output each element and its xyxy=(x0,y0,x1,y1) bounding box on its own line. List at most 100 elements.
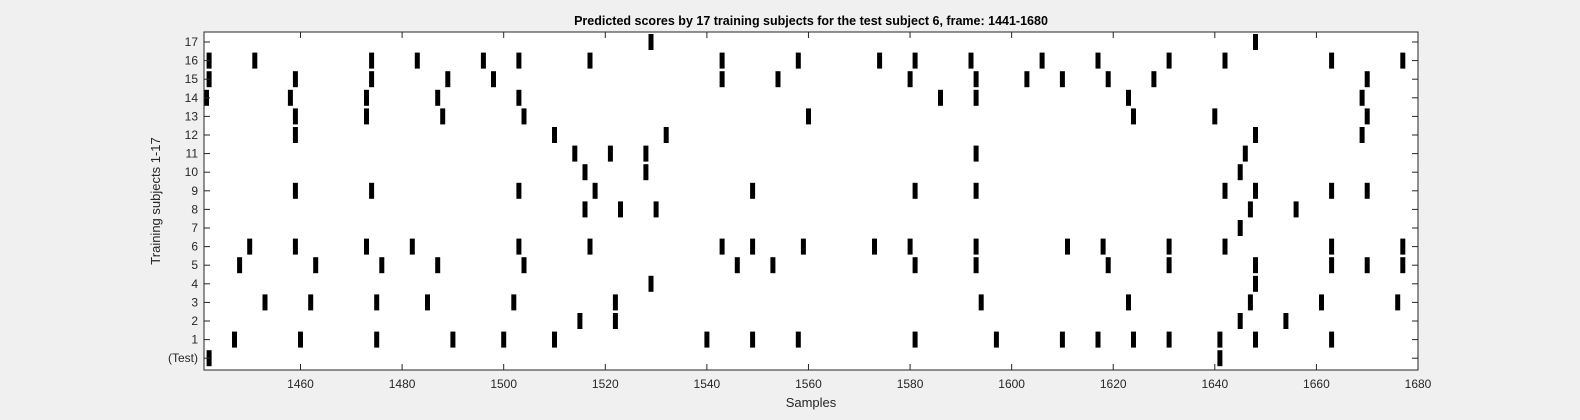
data-mark-row-1-11 xyxy=(1059,331,1065,348)
y-tick-label-11: 11 xyxy=(186,147,199,161)
data-mark-row-5-4 xyxy=(521,257,527,274)
data-mark-row-11-4 xyxy=(1242,145,1248,162)
data-mark-row-1-7 xyxy=(750,331,756,348)
data-mark-row-8-1 xyxy=(618,201,623,218)
plot-border xyxy=(203,31,1419,371)
data-mark-row-8-2 xyxy=(653,201,659,218)
data-mark-row-6-14 xyxy=(1166,238,1172,255)
data-mark-row-5-11 xyxy=(1253,257,1258,274)
data-mark-row-1-5 xyxy=(552,331,557,348)
data-mark-row-12-1 xyxy=(552,127,557,143)
data-mark-row-13-4 xyxy=(806,108,811,125)
y-tick-label-13: 13 xyxy=(185,109,199,123)
data-mark-row-13-0 xyxy=(292,108,298,125)
data-mark-row-15-3 xyxy=(445,71,451,88)
x-tick-label-11: 1680 xyxy=(1405,377,1432,391)
data-mark-row-14-5 xyxy=(938,89,943,106)
data-mark-row-14-3 xyxy=(435,89,441,106)
data-mark-row-3-6 xyxy=(978,294,984,311)
data-mark-row-3-3 xyxy=(425,294,430,311)
data-mark-row-13-7 xyxy=(1364,108,1370,125)
data-mark-row-3-7 xyxy=(1126,294,1131,311)
data-mark-row-13-5 xyxy=(1131,108,1136,125)
data-mark-row-16-2 xyxy=(369,52,375,69)
x-tick-label-1: 1480 xyxy=(389,377,416,391)
y-axis-title: Training subjects 1-17 xyxy=(148,137,163,264)
data-mark-row-14-1 xyxy=(287,89,293,106)
x-tick-label-0: 1460 xyxy=(287,377,314,391)
data-mark-row-15-8 xyxy=(973,71,979,88)
data-mark-row-4-1 xyxy=(1253,275,1258,292)
data-mark-row-14-4 xyxy=(516,89,522,106)
data-mark-row-2-2 xyxy=(1237,313,1243,329)
data-mark-row-5-12 xyxy=(1329,257,1335,274)
data-mark-row-1-3 xyxy=(450,331,456,348)
data-mark-row-8-4 xyxy=(1293,201,1299,218)
data-mark-row-10-2 xyxy=(1237,164,1243,181)
data-mark-row-8-0 xyxy=(582,201,588,218)
data-mark-row-13-3 xyxy=(521,108,527,125)
x-tick-label-6: 1580 xyxy=(897,377,924,391)
data-mark-row-13-6 xyxy=(1212,108,1218,125)
data-mark-row-10-1 xyxy=(643,164,649,181)
y-tick-label-5: 5 xyxy=(191,258,198,272)
y-tick-label-10: 10 xyxy=(185,165,199,179)
data-mark-row-2-0 xyxy=(577,313,583,329)
data-mark-row-1-0 xyxy=(232,331,237,348)
data-mark-row-1-10 xyxy=(993,331,999,348)
data-mark-row-5-1 xyxy=(313,257,319,274)
y-tick-label-0: (Test) xyxy=(168,351,198,365)
data-mark-row-16-16 xyxy=(1329,52,1335,69)
data-mark-row-5-9 xyxy=(1105,257,1111,274)
data-mark-row-3-8 xyxy=(1247,294,1253,311)
y-tick-label-3: 3 xyxy=(191,295,198,309)
data-mark-row-15-6 xyxy=(775,71,781,88)
y-tick-label-4: 4 xyxy=(191,277,198,291)
data-mark-row-6-12 xyxy=(1065,238,1070,255)
data-mark-row-14-7 xyxy=(1126,89,1131,106)
data-mark-row-9-4 xyxy=(750,182,756,199)
data-mark-row-16-14 xyxy=(1166,52,1172,69)
data-mark-row-9-2 xyxy=(516,182,522,199)
data-mark-row-15-2 xyxy=(369,71,375,88)
y-tick-label-15: 15 xyxy=(185,72,199,86)
data-mark-row-1-8 xyxy=(795,331,801,348)
data-mark-row-16-1 xyxy=(252,52,258,69)
x-tick-label-7: 1600 xyxy=(998,377,1025,391)
data-mark-row-15-4 xyxy=(491,71,496,88)
data-mark-row-6-8 xyxy=(800,238,806,255)
data-mark-row-5-2 xyxy=(379,257,385,274)
data-mark-row-15-1 xyxy=(292,71,298,88)
y-tick-label-1: 1 xyxy=(191,333,198,347)
data-mark-row-6-16 xyxy=(1329,238,1335,255)
data-mark-row-12-0 xyxy=(292,127,298,143)
data-mark-row-5-13 xyxy=(1364,257,1370,274)
data-mark-row-9-10 xyxy=(1364,182,1370,199)
data-mark-row-9-1 xyxy=(369,182,375,199)
data-mark-row-1-17 xyxy=(1329,331,1335,348)
data-mark-row-3-10 xyxy=(1395,294,1401,311)
y-tick-label-14: 14 xyxy=(185,91,199,105)
data-mark-row-16-3 xyxy=(414,52,420,69)
data-mark-row-6-3 xyxy=(409,238,415,255)
data-mark-row-3-4 xyxy=(511,294,517,311)
data-mark-row-0-1 xyxy=(1217,350,1223,367)
x-tick-label-8: 1620 xyxy=(1100,377,1127,391)
data-mark-row-3-0 xyxy=(262,294,268,311)
y-tick-label-2: 2 xyxy=(191,314,198,328)
chart-title: Predicted scores by 17 training subjects… xyxy=(574,14,1048,28)
data-mark-row-9-9 xyxy=(1329,182,1335,199)
data-mark-row-1-1 xyxy=(298,331,303,348)
data-mark-row-10-0 xyxy=(582,164,588,181)
data-mark-row-13-1 xyxy=(364,108,369,125)
data-mark-row-16-10 xyxy=(912,52,918,69)
data-mark-row-11-3 xyxy=(973,145,979,162)
y-tick-label-6: 6 xyxy=(191,240,198,254)
data-mark-row-14-8 xyxy=(1359,89,1365,106)
data-mark-row-5-0 xyxy=(237,257,243,274)
data-mark-row-12-2 xyxy=(663,127,669,143)
data-mark-row-1-2 xyxy=(374,331,380,348)
data-mark-row-9-7 xyxy=(1222,182,1228,199)
data-mark-row-2-3 xyxy=(1283,313,1289,329)
